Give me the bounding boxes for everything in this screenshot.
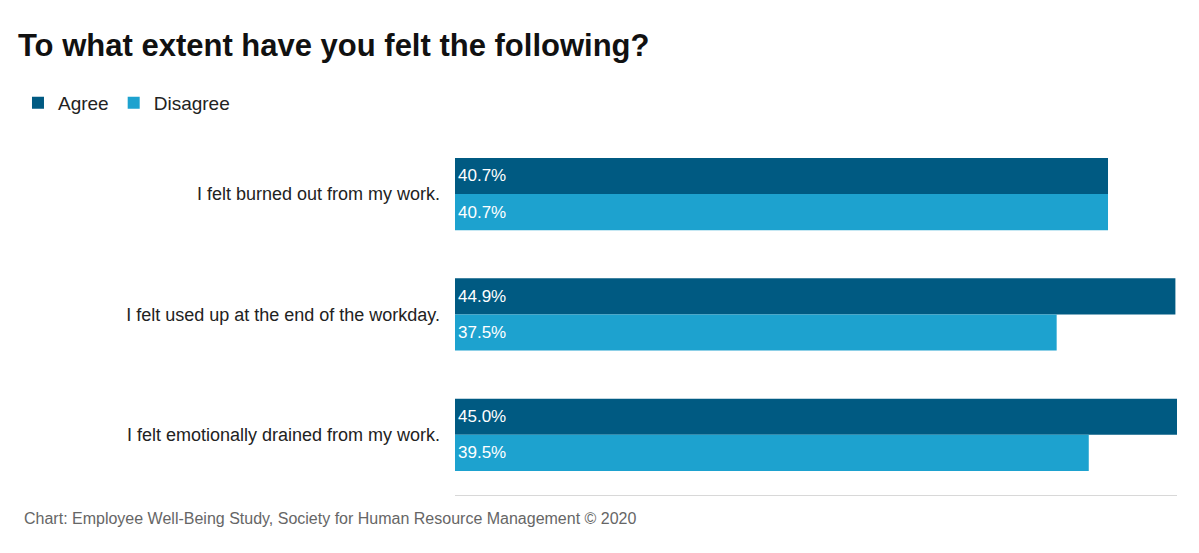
svg-text:39.5%: 39.5% bbox=[458, 443, 506, 462]
svg-text:Agree: Agree bbox=[58, 93, 109, 114]
svg-text:To what extent have you felt t: To what extent have you felt the followi… bbox=[18, 28, 650, 63]
svg-text:40.7%: 40.7% bbox=[458, 166, 506, 185]
svg-text:45.0%: 45.0% bbox=[458, 407, 506, 426]
svg-text:44.9%: 44.9% bbox=[458, 287, 506, 306]
svg-text:37.5%: 37.5% bbox=[458, 323, 506, 342]
svg-text:Disagree: Disagree bbox=[154, 93, 230, 114]
svg-text:I felt used up at the end of t: I felt used up at the end of the workday… bbox=[126, 305, 440, 325]
svg-text:40.7%: 40.7% bbox=[458, 203, 506, 222]
svg-text:Chart: Employee Well-Being Stu: Chart: Employee Well-Being Study, Societ… bbox=[24, 510, 636, 527]
svg-text:I felt emotionally drained fro: I felt emotionally drained from my work. bbox=[127, 425, 440, 445]
svg-text:I felt burned out from my work: I felt burned out from my work. bbox=[197, 184, 440, 204]
